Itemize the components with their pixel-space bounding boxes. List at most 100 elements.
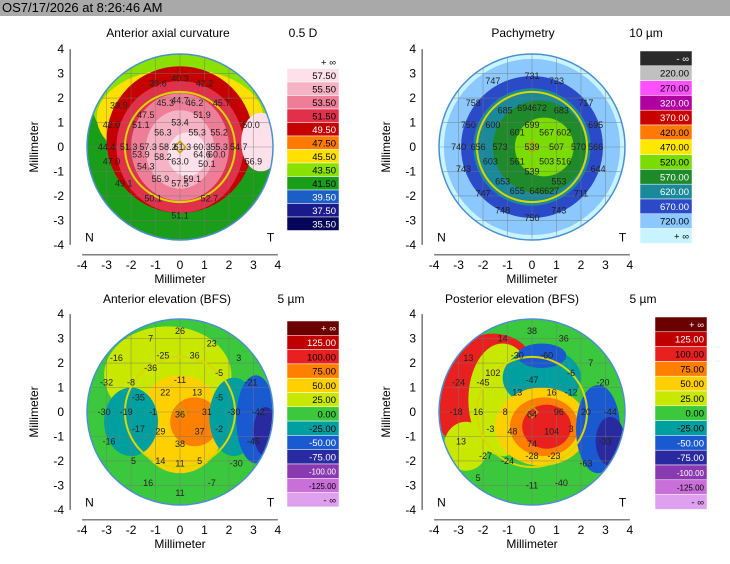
map-fill: [87, 54, 273, 240]
corneal-outline: [438, 53, 626, 241]
x-tick-label: -3: [453, 523, 464, 537]
map-value: 566: [588, 142, 603, 152]
x-tick-label: 2: [578, 523, 585, 537]
map-value: 26: [175, 326, 185, 336]
map-title: Pachymetry: [491, 26, 554, 40]
map-value: 37: [195, 427, 205, 437]
y-tick-label: -4: [405, 238, 416, 252]
exam-header: OS7/17/2026 at 8:26:46 AM: [0, 0, 730, 16]
y-tick-label: 3: [409, 332, 416, 346]
map-value: 8: [503, 407, 508, 417]
scale-label: 55.50: [312, 84, 336, 95]
map-value: 48: [507, 427, 517, 437]
map-value: 44.7: [171, 96, 189, 106]
corneal-outline: [86, 318, 274, 506]
map-value: -7: [208, 478, 216, 488]
x-tick-label: -4: [429, 258, 440, 272]
map-value: 16: [143, 478, 153, 488]
map-value: 672: [532, 103, 547, 113]
y-tick-label: 2: [57, 356, 64, 370]
map-fill: [87, 319, 273, 505]
map-value: -60: [540, 351, 553, 361]
y-tick-label: -4: [53, 503, 64, 517]
y-tick-label: 3: [409, 67, 416, 81]
y-tick-label: -3: [405, 478, 416, 492]
map-value: 50.0: [242, 120, 260, 130]
y-tick-label: 0: [57, 405, 64, 419]
map-value: 60.0: [208, 149, 226, 159]
x-tick-label: 0: [529, 523, 536, 537]
map-value: 22: [160, 387, 170, 397]
x-tick-label: 1: [201, 258, 208, 272]
scale-label: -25.00: [677, 424, 704, 435]
map-value: 58.2: [159, 142, 177, 152]
map-value: 7: [148, 334, 153, 344]
scale-label: 50.00: [680, 379, 704, 390]
map-value: 55.2: [210, 127, 228, 137]
map-value: -24: [501, 456, 514, 466]
map-value: 503: [539, 157, 554, 167]
y-tick-label: 1: [57, 381, 64, 395]
map-value: 600: [485, 120, 500, 130]
x-tick-label: -1: [150, 258, 161, 272]
scale-label: 75.00: [680, 364, 704, 375]
map-value: 52.7: [201, 193, 219, 203]
x-tick-label: -1: [502, 258, 513, 272]
map-value: 55.9: [152, 174, 170, 184]
map-value: 104: [544, 427, 559, 437]
y-tick-label: 1: [409, 381, 416, 395]
map-value: 54.3: [137, 162, 155, 172]
map-value: 740: [451, 142, 466, 152]
pupil-circle: [475, 355, 589, 469]
map-value: 723: [549, 76, 564, 86]
scale-label: 53.50: [312, 98, 336, 109]
y-tick-label: -2: [53, 454, 64, 468]
y-axis-label: Millimeter: [27, 121, 41, 172]
scale-label: 0.00: [686, 409, 705, 420]
map-value: 561: [510, 157, 525, 167]
map-value: 36: [190, 351, 200, 361]
scale-label: 45.50: [312, 152, 336, 163]
x-tick-label: -3: [101, 258, 112, 272]
map-value: 695: [588, 120, 603, 130]
map-value: 655: [510, 186, 525, 196]
map-value: -63: [579, 458, 592, 468]
x-axis-label: Millimeter: [506, 537, 557, 551]
map-value: 36: [559, 334, 569, 344]
y-axis-label: Millimeter: [379, 386, 393, 437]
scale-label: -75.00: [309, 452, 336, 463]
x-tick-label: 2: [578, 258, 585, 272]
y-tick-label: -2: [53, 189, 64, 203]
map-value: -11: [174, 375, 186, 385]
x-tick-label: 0: [177, 523, 184, 537]
map-value: -35: [132, 392, 145, 402]
map-value: 717: [578, 98, 593, 108]
map-value: -30: [511, 351, 524, 361]
map-value: 539: [524, 166, 539, 176]
map-value: 63.0: [171, 157, 189, 167]
map-value: 29: [155, 427, 165, 437]
map-value: 567: [539, 127, 554, 137]
scale-label: 520.00: [660, 158, 689, 169]
map-region: [443, 421, 488, 471]
map-value: 11: [175, 488, 184, 498]
map-value: 627: [544, 186, 559, 196]
scale-label: 470.00: [660, 143, 689, 154]
scale-label: 47.50: [312, 138, 336, 149]
map-value: 13: [463, 353, 473, 363]
x-tick-label: -4: [429, 523, 440, 537]
map-value: 14: [155, 456, 165, 466]
y-tick-label: 2: [409, 91, 416, 105]
map-value: -3: [486, 424, 494, 434]
map-value: -21: [244, 378, 257, 388]
map-value: 553: [551, 176, 566, 186]
map-value: 5: [131, 456, 136, 466]
map-value: 45.7: [213, 98, 231, 108]
map-value: 20: [581, 407, 591, 417]
y-tick-label: 1: [409, 116, 416, 130]
scale-label: 51.50: [312, 111, 336, 122]
map-value: -2: [215, 424, 223, 434]
x-tick-label: 0: [529, 258, 536, 272]
map-title: Anterior elevation (BFS): [103, 292, 231, 306]
